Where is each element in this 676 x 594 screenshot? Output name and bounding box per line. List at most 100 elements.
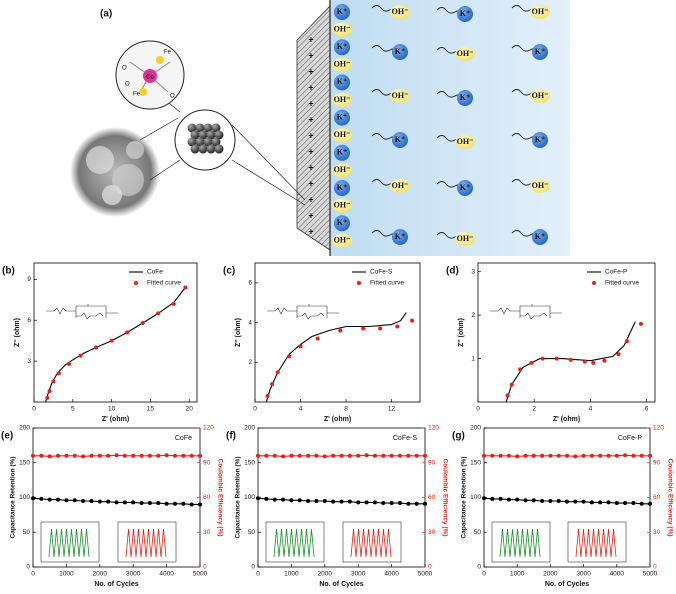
x-tick-label: 20 xyxy=(186,406,194,413)
data-point xyxy=(131,500,136,505)
data-point xyxy=(264,496,269,501)
data-point xyxy=(281,497,286,502)
data-point xyxy=(265,394,270,399)
chart-panel: (g)0 1000 2000 3000 4000 50000501001502000306… xyxy=(452,425,673,588)
cation xyxy=(392,44,408,60)
x-tick-label: 0 xyxy=(253,406,257,413)
zoom-line xyxy=(231,124,306,201)
data-point xyxy=(131,453,136,458)
data-point xyxy=(568,357,573,362)
data-point xyxy=(198,502,202,507)
data-point xyxy=(623,453,628,458)
data-point xyxy=(47,497,52,502)
data-point xyxy=(414,453,419,458)
data-point xyxy=(56,497,61,502)
y-tick-label: 3 xyxy=(27,358,31,365)
data-point xyxy=(339,453,344,458)
anion xyxy=(332,22,352,37)
gcd-curve xyxy=(48,528,90,558)
annotation: CoFe-S xyxy=(393,435,417,442)
anion xyxy=(390,179,410,193)
y-tick-label: 50 xyxy=(474,529,482,536)
nanosphere xyxy=(214,130,224,140)
x-tick-label: 1000 xyxy=(510,571,525,578)
data-point xyxy=(624,339,629,344)
data-point xyxy=(490,453,495,458)
anion-label: OH⁻ xyxy=(334,24,351,33)
anion-label: OH⁻ xyxy=(532,181,549,190)
panel-label: (f) xyxy=(226,431,236,442)
y2-tick-label: 30 xyxy=(203,529,211,536)
x-tick-label: 12 xyxy=(388,406,396,413)
data-point xyxy=(518,367,523,372)
co-atom xyxy=(143,69,157,83)
x-tick-label: 5 xyxy=(71,406,75,413)
anion xyxy=(455,135,475,149)
x-tick-label: 5000 xyxy=(643,571,658,578)
y2-tick-label: 60 xyxy=(428,494,436,501)
y2-tick-label: 0 xyxy=(653,564,657,571)
x-tick-label: 1000 xyxy=(59,571,74,578)
legend-label: Fitted curve xyxy=(147,280,181,287)
data-point xyxy=(31,453,35,458)
x-tick-label: 0 xyxy=(32,406,36,413)
data-point xyxy=(270,382,275,387)
data-point xyxy=(556,453,561,458)
x-axis-label: Z' (ohm) xyxy=(553,416,580,423)
legend-marker xyxy=(357,281,361,285)
data-point xyxy=(164,501,169,506)
x-tick-label: 4000 xyxy=(159,571,174,578)
data-point xyxy=(581,499,586,504)
data-point xyxy=(72,453,77,458)
data-point xyxy=(614,501,619,506)
data-point xyxy=(256,453,260,458)
charge-sign: + xyxy=(308,226,313,236)
charge-sign: + xyxy=(308,130,313,140)
data-point xyxy=(623,501,628,506)
y2-axis-label: Coulombic Efficiency (%) xyxy=(666,458,673,536)
y-tick-label: 150 xyxy=(244,459,255,466)
data-point xyxy=(397,501,402,506)
data-point xyxy=(397,453,402,458)
anion-label: OH⁻ xyxy=(392,7,409,16)
data-point xyxy=(256,496,260,501)
data-point xyxy=(198,453,202,458)
nanospheres xyxy=(187,123,224,154)
anion xyxy=(332,198,352,213)
y-tick-label: 0 xyxy=(26,564,30,571)
data-point xyxy=(51,379,56,384)
x-tick-label: 0 xyxy=(482,571,486,578)
panel-label: (c) xyxy=(223,266,235,277)
nanosphere xyxy=(190,144,200,154)
y-axis-label: Capacitance Retention (%) xyxy=(235,457,242,539)
data-point xyxy=(45,395,50,400)
data-point xyxy=(498,453,503,458)
data-point xyxy=(648,453,652,458)
data-point xyxy=(361,326,366,331)
data-point xyxy=(554,356,559,361)
x-tick-label: 1000 xyxy=(284,571,299,578)
data-point xyxy=(272,497,277,502)
y-tick-label: 150 xyxy=(470,459,481,466)
charge-sign: + xyxy=(308,194,313,204)
data-point xyxy=(56,371,61,376)
data-point xyxy=(72,498,77,503)
data-point xyxy=(81,498,86,503)
y2-tick-label: 120 xyxy=(653,425,664,432)
data-point xyxy=(114,500,119,505)
anion-label: OH⁻ xyxy=(334,165,351,174)
x-tick-label: 3000 xyxy=(351,571,366,578)
schematic-panel: (a) O Fe Co Fe O O + + + + + + + + + + + + + K⁺ OH⁻ K⁺ O… xyxy=(70,0,570,256)
cation-label: K⁺ xyxy=(395,135,405,144)
nanosphere xyxy=(190,130,200,140)
data-point xyxy=(565,453,569,458)
plot-frame xyxy=(477,262,656,403)
data-point xyxy=(156,311,161,316)
sem-grain xyxy=(102,185,122,205)
data-point xyxy=(122,500,127,505)
anion xyxy=(332,163,352,178)
cation-label: K⁺ xyxy=(460,9,470,18)
data-point xyxy=(64,498,69,503)
nanosphere xyxy=(206,144,216,154)
data-point xyxy=(482,496,486,501)
